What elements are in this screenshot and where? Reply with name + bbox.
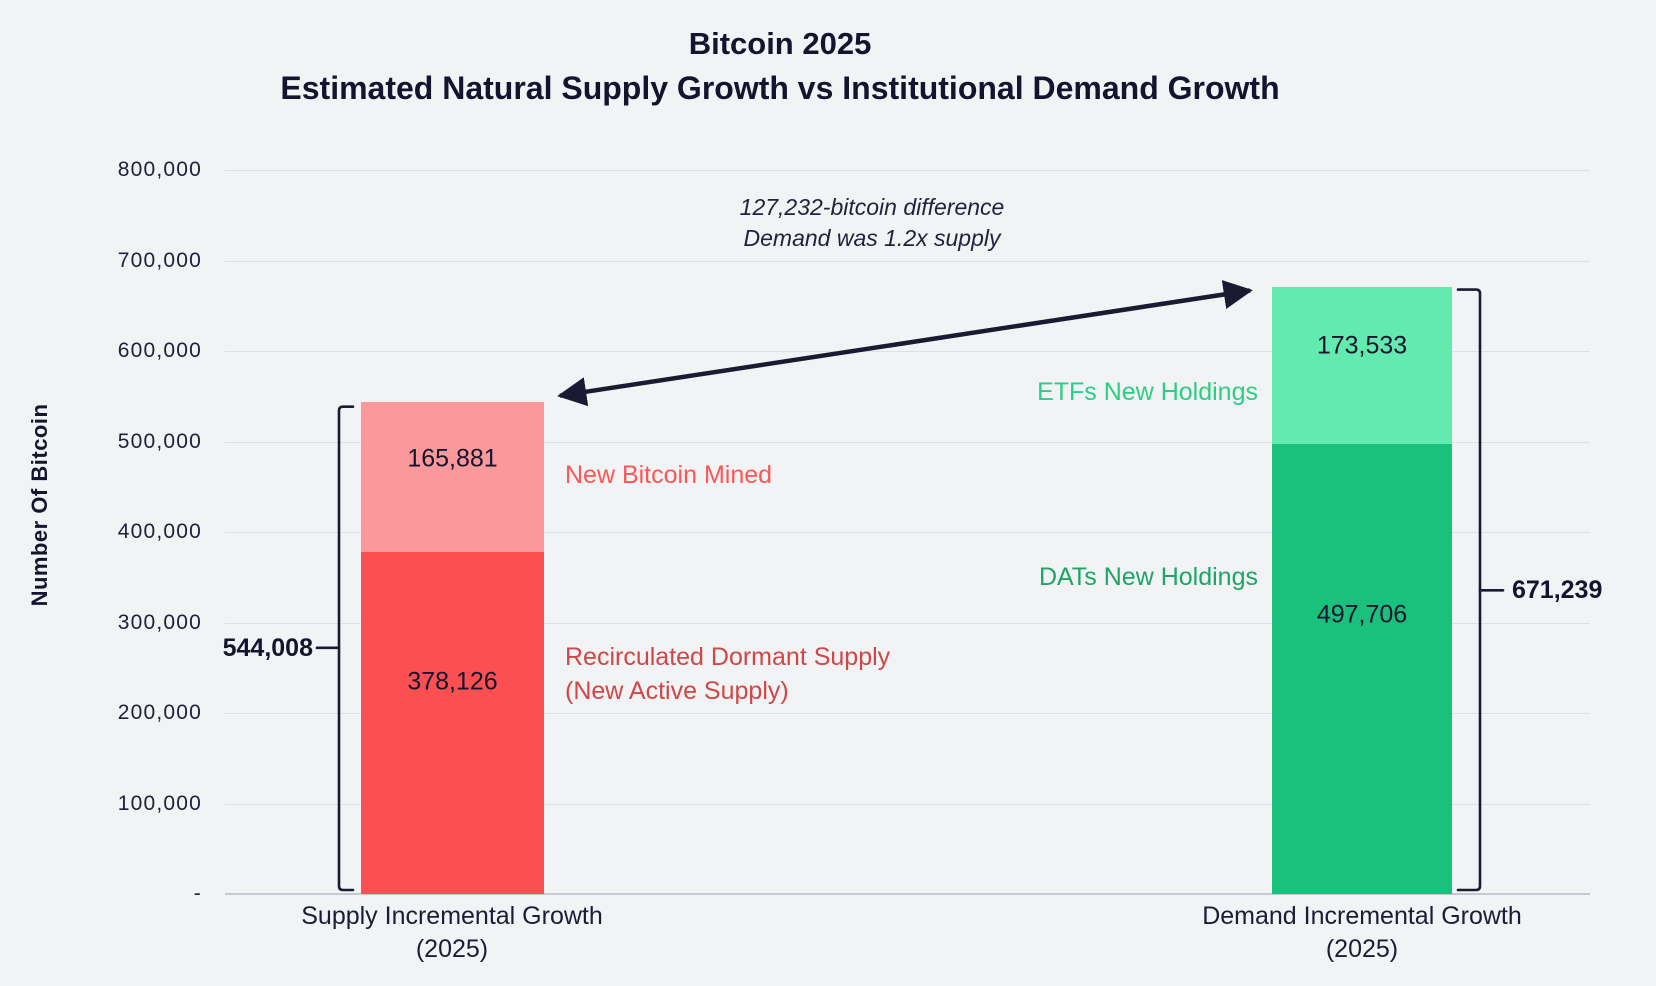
bar-value-label: 378,126	[407, 667, 498, 696]
x-category-demand-line2: (2025)	[1325, 935, 1399, 963]
chart-title-block: Bitcoin 2025 Estimated Natural Supply Gr…	[0, 22, 1560, 110]
y-gridline	[225, 532, 1590, 533]
y-tick-label: 100,000	[117, 791, 202, 815]
supply-total-bracket	[337, 405, 355, 892]
x-category-demand: Demand Incremental Growth (2025)	[1102, 900, 1622, 966]
y-gridline	[225, 803, 1590, 805]
y-gridline	[225, 441, 1590, 443]
y-tick-label: 300,000	[117, 610, 202, 634]
total-supply-label: 544,008	[222, 633, 313, 662]
x-category-demand-line1: Demand Incremental Growth	[1202, 902, 1522, 930]
y-tick-label: 400,000	[117, 520, 202, 543]
difference-annotation-line2: Demand was 1.2x supply	[743, 225, 1001, 251]
bar-segment-new-bitcoin-mined: 165,881	[361, 401, 544, 552]
y-gridline	[225, 260, 1590, 262]
chart-subtitle: Estimated Natural Supply Growth vs Insti…	[280, 70, 1280, 106]
y-tick-label: 600,000	[117, 339, 202, 362]
bar-value-label: 497,706	[1316, 600, 1408, 629]
chart-title: Bitcoin 2025	[688, 26, 872, 61]
bar-segment-dats-new-holdings: 497,706	[1272, 443, 1452, 894]
y-tick-label: -	[193, 882, 202, 905]
bar-segment-etfs-new-holdings: 173,533	[1272, 286, 1452, 444]
label-recirculated-line1: Recirculated Dormant Supply	[565, 643, 891, 671]
difference-annotation-line1: 127,232-bitcoin difference	[739, 194, 1005, 220]
total-demand-label: 671,239	[1512, 576, 1603, 605]
bar-segment-recirculated-dormant-supply: 378,126	[361, 551, 544, 894]
y-tick-label: 700,000	[117, 248, 202, 272]
y-tick-label: 500,000	[117, 429, 202, 453]
x-category-supply: Supply Incremental Growth (2025)	[192, 900, 712, 966]
y-gridline	[225, 170, 1590, 171]
label-dats-new-holdings: DATs New Holdings	[1038, 563, 1258, 591]
y-tick-label: 800,000	[117, 158, 202, 181]
label-recirculated-dormant-supply: Recirculated Dormant Supply (New Active …	[565, 640, 890, 708]
y-gridline	[225, 622, 1590, 624]
y-tick-label: 200,000	[117, 701, 202, 724]
label-new-bitcoin-mined: New Bitcoin Mined	[565, 461, 773, 489]
difference-annotation: 127,232-bitcoin difference Demand was 1.…	[572, 192, 1172, 254]
bar-value-label: 173,533	[1316, 331, 1408, 360]
x-category-supply-line1: Supply Incremental Growth	[301, 902, 603, 930]
bar-value-label: 165,881	[407, 444, 498, 473]
x-category-supply-line2: (2025)	[415, 935, 489, 963]
y-gridline	[225, 713, 1590, 714]
label-recirculated-line2: (New Active Supply)	[565, 677, 789, 705]
demand-total-bracket	[1456, 288, 1482, 892]
x-axis-line	[225, 893, 1590, 895]
label-etfs-new-holdings: ETFs New Holdings	[1037, 378, 1258, 406]
